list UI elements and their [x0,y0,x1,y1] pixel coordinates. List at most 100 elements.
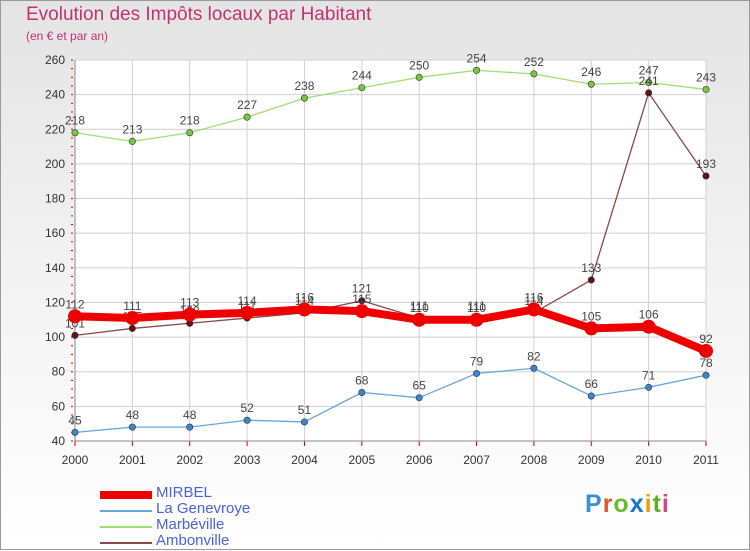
data-label: 244 [352,69,372,83]
data-label: 52 [240,401,254,415]
data-label: 252 [524,55,544,69]
data-point [645,89,653,97]
y-tick-label: 40 [52,434,66,448]
data-label: 254 [467,51,487,65]
series-mirbel: 112 111 113 114 116 115 110 110 116 105 106 92 [65,290,713,358]
data-label: 116 [524,290,543,304]
data-label: 68 [355,374,369,388]
logo-letter: i [661,490,670,518]
data-label: 113 [180,296,199,310]
data-point [645,383,653,391]
data-label: 45 [68,413,82,427]
data-point [641,319,656,334]
data-label: 213 [122,122,142,136]
data-point [587,276,595,284]
data-point [358,84,366,92]
data-point [530,364,538,372]
data-label: 48 [183,408,197,422]
legend-swatch [100,510,152,512]
data-point [358,297,366,305]
data-point [415,73,423,81]
legend-label: Marbéville [156,516,225,533]
data-point [68,309,82,324]
legend-label: La Genevroye [156,500,251,517]
y-tick-label: 80 [52,365,66,379]
data-point [587,392,595,400]
y-tick-label: 100 [45,330,65,344]
x-tick-label: 2006 [406,453,433,467]
data-point [526,302,541,317]
data-label: 243 [696,70,716,84]
x-tick-label: 2011 [693,453,719,467]
series-line [74,367,707,433]
legend-label: MIRBEL [156,484,212,501]
data-label: 71 [642,368,656,382]
chart-subtitle: (en € et par an) [26,29,109,43]
logo-letter: P [585,490,603,518]
data-label: 218 [65,114,85,128]
y-tick-label: 60 [52,399,66,413]
data-label: 247 [639,64,659,78]
data-point [128,137,136,145]
data-label: 48 [126,408,140,422]
y-tick-label: 180 [45,192,65,206]
series-line [74,69,707,143]
data-label: 66 [585,377,599,391]
data-point [186,423,194,431]
data-point [412,312,427,327]
x-tick-label: 2009 [578,453,605,467]
proxiti-logo: Proxiti [585,490,670,519]
logo-letter: o [613,490,630,518]
series-line [74,92,707,337]
data-label: 92 [699,332,713,346]
legend-swatch [100,526,152,528]
x-tick-label: 2008 [521,453,548,467]
data-label: 218 [180,114,200,128]
data-point [240,305,255,320]
data-label: 193 [696,157,716,171]
y-tick-label: 240 [45,88,65,102]
data-label: 133 [581,261,601,275]
data-label: 115 [352,292,371,306]
data-point [128,423,136,431]
data-point [300,418,308,426]
data-point [469,312,484,327]
logo-letter: t [652,490,662,518]
data-point [702,172,710,180]
data-point [587,80,595,88]
data-point [297,302,312,317]
x-tick-label: 2005 [348,453,375,467]
data-point [584,321,599,336]
data-point [71,331,79,339]
data-label: 110 [467,301,486,315]
data-label: 65 [413,379,427,393]
y-tick-label: 220 [45,122,65,136]
data-label: 250 [409,58,429,72]
data-label: 82 [527,349,541,363]
data-label: 110 [410,301,429,315]
data-label: 111 [123,299,142,313]
data-point [71,428,79,436]
series-line [74,305,708,355]
data-point [702,371,710,379]
data-label: 112 [65,297,84,311]
data-point [300,94,308,102]
x-tick-label: 2003 [234,453,261,467]
data-label: 78 [699,356,713,370]
logo-letter: i [644,490,653,518]
data-label: 238 [294,79,314,93]
data-point [699,343,713,358]
y-tick-label: 200 [45,157,65,171]
x-tick-label: 2002 [176,453,203,467]
data-point [243,113,251,121]
data-point [645,79,653,87]
data-label: 246 [581,65,601,79]
data-point [702,85,710,93]
legend-label: Ambonville [156,532,230,549]
data-point [358,389,366,397]
data-point [71,129,79,137]
x-tick-label: 2001 [119,453,146,467]
chart-title: Evolution des Impôts locaux par Habitant [26,4,372,25]
y-tick-label: 140 [45,261,65,275]
